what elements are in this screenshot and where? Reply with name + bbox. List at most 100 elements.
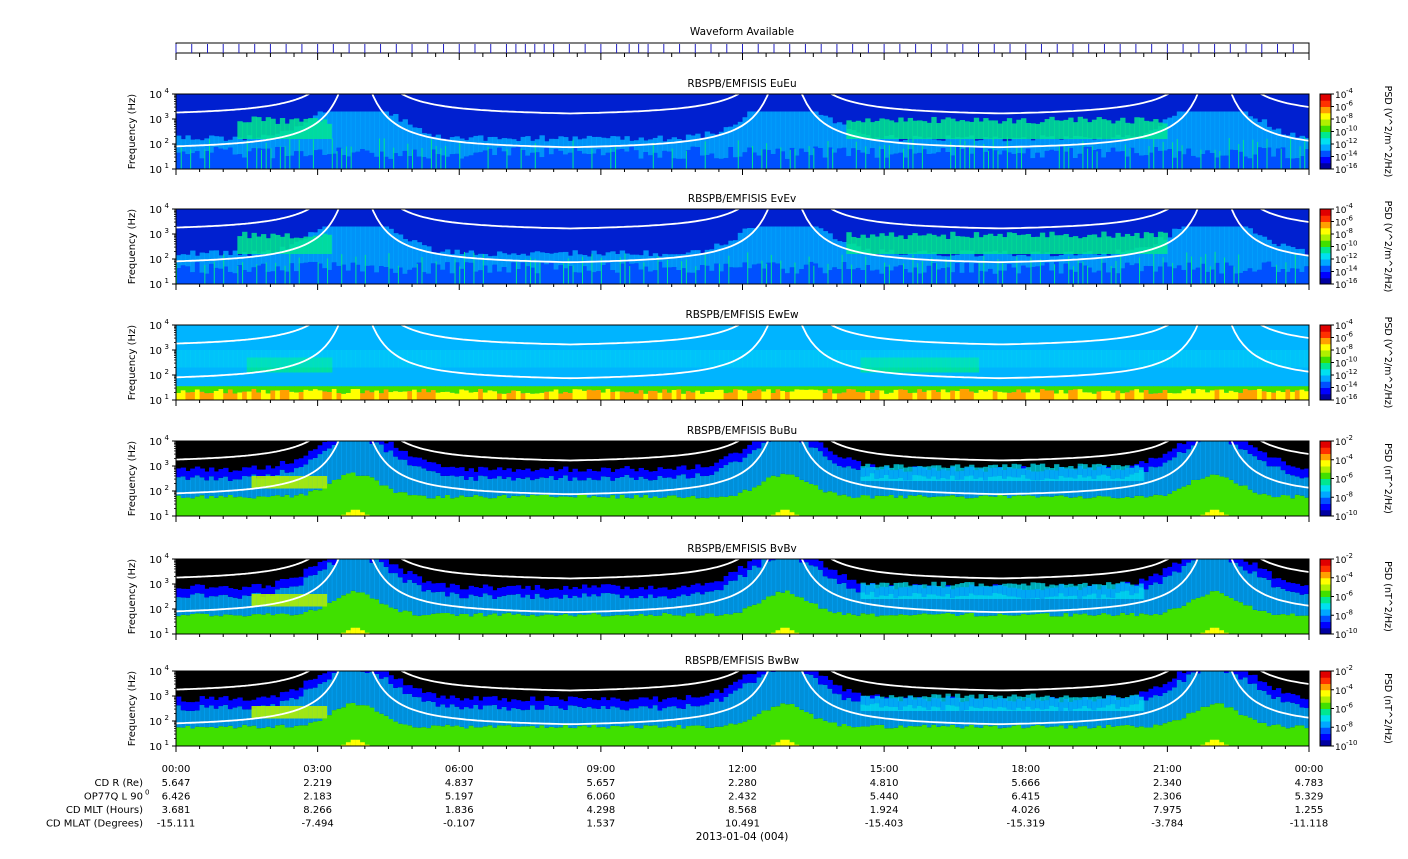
heatmap-cell [199,593,205,614]
heatmap-cell [1167,237,1173,267]
heatmap-cell [312,235,319,254]
heatmap-cell [209,587,215,597]
heatmap-cell [378,713,385,746]
heatmap-cell [256,469,262,479]
heatmap-cell [473,386,479,392]
heatmap-cell [1063,136,1069,152]
heatmap-cell [766,149,772,169]
heatmap-cell [1120,393,1126,400]
cyclotron-frequency-curve [399,325,741,346]
heatmap-cell [827,141,829,169]
heatmap-cell [1148,386,1154,394]
heatmap-cell [1157,614,1164,634]
heatmap-cell [794,559,800,597]
heatmap-cell [426,246,432,274]
heatmap-cell [1077,463,1083,481]
heatmap-cell [615,136,621,150]
heatmap-cell [539,350,545,368]
heatmap-cell [619,589,626,598]
colorbar-swatch [1320,559,1331,566]
heatmap-cell [633,699,640,709]
heatmap-cell [983,495,989,516]
heatmap-cell [1063,613,1069,634]
heatmap-cell [487,478,493,499]
heatmap-cell [591,390,597,400]
heatmap-cell [1058,235,1065,254]
heatmap-cell [393,492,399,516]
heatmap-cell [1115,260,1117,284]
heatmap-cell [964,476,970,499]
heatmap-cell [629,146,635,169]
heatmap-cell [327,123,333,139]
heatmap-cell [898,582,904,599]
heatmap-cell [185,710,191,726]
heatmap-cell [1285,262,1287,284]
heatmap-cell [742,386,748,391]
heatmap-cell [978,495,984,516]
heatmap-cell [747,673,753,683]
colorbar-tick-exponent: -6 [1346,100,1354,108]
heatmap-cell [912,475,918,496]
heatmap-cell [581,480,588,495]
heatmap-cell [903,595,909,616]
heatmap-cell [577,614,583,634]
heatmap-cell [402,685,408,695]
heatmap-cell [345,111,352,157]
heatmap-cell [558,477,564,497]
heatmap-cell [751,111,758,153]
heatmap-cell [468,250,475,263]
heatmap-cell [421,615,427,634]
heatmap-cell [596,614,602,634]
heatmap-cell [260,263,267,284]
heatmap-cell [1087,615,1093,634]
heatmap-cell [1129,123,1135,139]
heatmap-cell [275,725,281,746]
heatmap-cell [1304,266,1309,284]
heatmap-cell [553,148,559,169]
heatmap-cell [992,615,999,634]
y-axis-label: Frequency (Hz) [127,559,138,635]
heatmap-cell [378,266,385,284]
heatmap-cell [322,350,328,368]
heatmap-cell [600,706,607,727]
heatmap-cell [364,390,371,400]
heatmap-cell [751,604,758,634]
heatmap-cell [1129,467,1135,481]
heatmap-cell [723,465,729,497]
heatmap-cell [209,705,215,727]
heatmap-cell [718,263,720,284]
heatmap-cell [818,675,824,685]
heatmap-cell [619,726,626,746]
heatmap-cell [454,467,460,477]
heatmap-cell [1025,267,1032,284]
heatmap-cell [1233,111,1239,151]
heatmap-cell [836,241,843,269]
heatmap-cell [1006,152,1013,169]
heatmap-cell [666,151,673,169]
heatmap-cell [232,393,238,400]
heatmap-cell [1285,245,1291,272]
heatmap-cell [492,498,498,516]
heatmap-cell [237,265,243,284]
heatmap-cell [407,693,413,726]
heatmap-cell [1082,146,1088,169]
heatmap-cell [728,350,734,368]
heatmap-cell [497,615,503,634]
heatmap-cell [662,386,668,390]
heatmap-cell [1006,118,1013,139]
heatmap-cell [1148,350,1154,368]
heatmap-cell [374,386,380,391]
heatmap-cell [794,596,800,634]
heatmap-cell [624,614,630,634]
heatmap-cell [1200,596,1206,634]
heatmap-cell [851,148,857,169]
heatmap-cell [1172,448,1178,458]
heatmap-cell [1058,583,1065,599]
heatmap-cell [497,251,503,272]
heatmap-cell [1082,237,1088,254]
heatmap-cell [1087,147,1093,169]
heatmap-cell [1134,153,1140,169]
heatmap-cell [1176,151,1183,169]
heatmap-cell [204,597,210,614]
heatmap-cell [435,392,441,400]
